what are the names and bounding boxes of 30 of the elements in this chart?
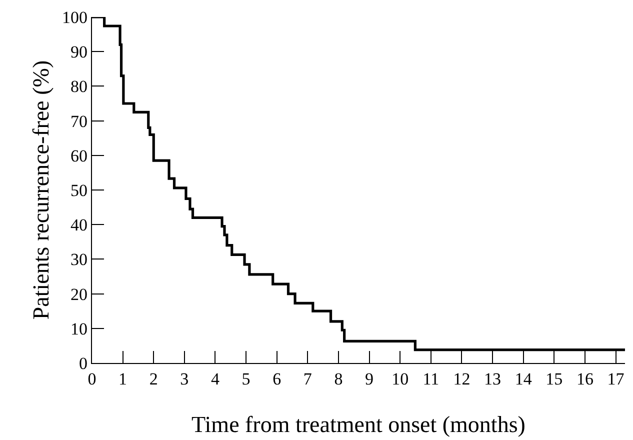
y-tick-label: 80	[70, 77, 88, 96]
x-tick-label: 2	[149, 370, 158, 388]
x-tick-label: 13	[484, 370, 502, 388]
x-tick-label: 15	[546, 370, 563, 388]
y-tick-label: 30	[70, 250, 88, 270]
x-tick-label: 3	[180, 370, 189, 388]
y-tick-label: 60	[70, 146, 88, 166]
y-tick-label: 10	[70, 319, 88, 338]
x-tick-label: 9	[365, 370, 374, 388]
y-axis-title: Patients recurrence-free (%)	[28, 60, 54, 320]
y-tick-label: 100	[62, 8, 88, 27]
y-tick-label: 90	[70, 42, 88, 62]
x-tick-label: 14	[514, 370, 532, 388]
x-tick-label: 7	[303, 370, 312, 388]
x-tick-label: 6	[272, 370, 282, 388]
x-tick-label: 16	[576, 370, 594, 388]
x-tick-label: 12	[453, 370, 470, 388]
y-tick-label: 50	[70, 180, 88, 200]
x-tick-label: 1	[118, 370, 128, 388]
x-tick-label: 10	[392, 370, 409, 388]
x-axis-title: Time from treatment onset (months)	[192, 412, 526, 438]
x-tick-label: 8	[334, 370, 343, 388]
y-tick-label: 0	[79, 354, 88, 373]
y-tick-label: 70	[70, 112, 88, 131]
x-tick-label: 4	[210, 370, 220, 388]
y-tick-label: 20	[70, 284, 88, 304]
y-tick-label: 40	[70, 216, 88, 235]
x-tick-label: 5	[242, 370, 250, 388]
x-tick-label: 11	[422, 370, 440, 388]
x-tick-label: 17	[607, 370, 625, 388]
